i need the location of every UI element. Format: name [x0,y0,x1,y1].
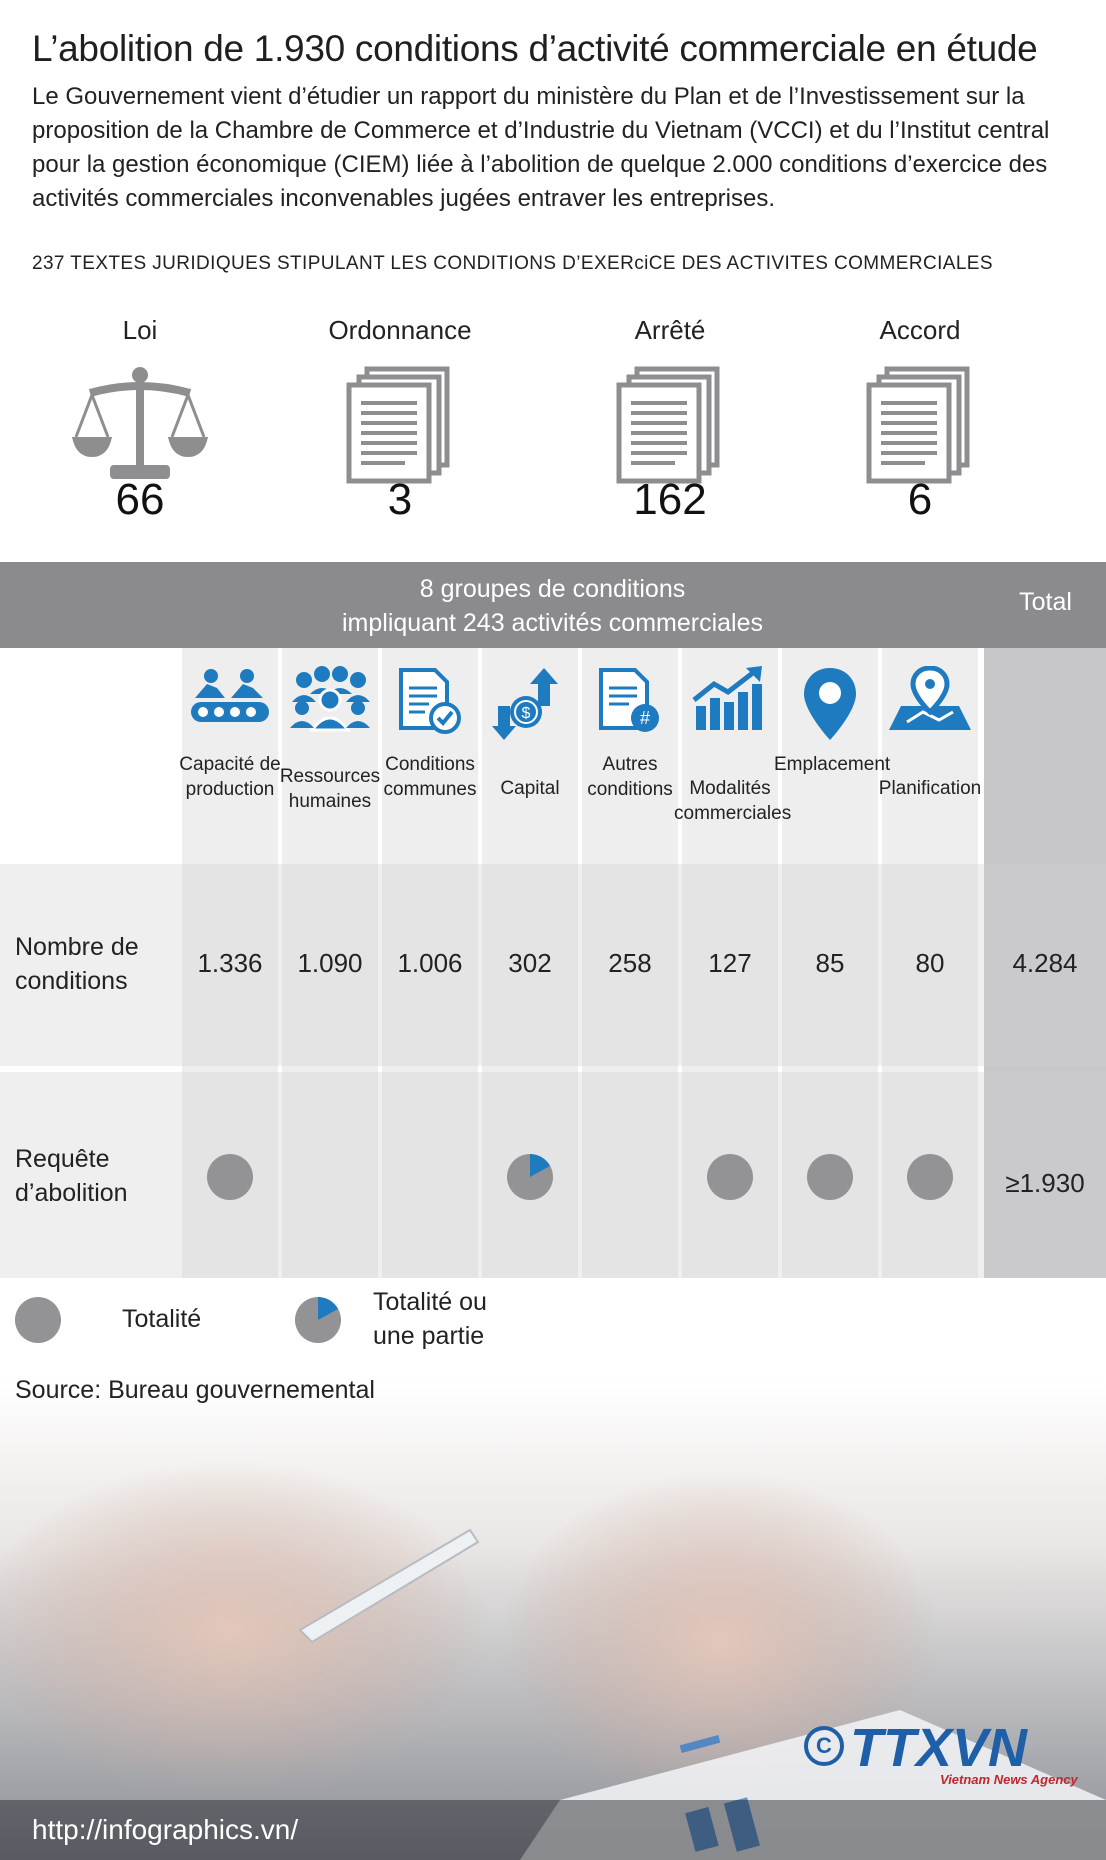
conveyor-icon [191,669,269,722]
abolition-full-dot [707,1154,753,1200]
row-label-line: Requête [15,1145,110,1173]
legend-line: une partie [373,1322,485,1350]
row-label-conditions: Nombre de conditions [15,930,139,998]
count-modalites: 127 [708,948,752,978]
legend-full-label: Totalité [122,1305,202,1333]
legal-text-count: 3 [387,475,413,524]
legal-text-label: Accord [879,315,961,345]
column-bg [582,648,678,1278]
abolition-full-dot [807,1154,853,1200]
legal-text-label: Ordonnance [328,315,472,345]
chart-up-icon [692,666,762,730]
row-label-line: conditions [15,967,128,995]
legend-partial-label: Totalité ou une partie [373,1285,487,1353]
legend-partial-dot [295,1297,341,1343]
table-header-bar [0,562,1106,648]
legal-text-arrete: Arrêté 162 [570,315,770,524]
category-label: Ressources humaines [279,766,381,812]
legal-text-count: 162 [633,475,707,524]
count-planification: 80 [915,948,945,978]
category-label: Planification [878,778,982,799]
count-total: 4.284 [1012,948,1078,978]
source-note: Source: Bureau gouvernemental [15,1376,375,1404]
total-column-bg [984,648,1106,1278]
legal-text-label: Arrêté [634,315,706,345]
table-header-groups: 8 groupes de conditions impliquant 243 a… [250,572,855,640]
column-bg [382,648,478,1278]
people-icon [290,666,370,732]
document-check-icon [399,668,461,734]
ttxvn-logo: C TTXVN Vietnam News Agency [800,1712,1090,1797]
background-photo [0,1380,1106,1860]
category-label: Autres conditions [587,754,673,800]
abolition-full-dot [207,1154,253,1200]
category-label: Emplacement [774,754,891,775]
svg-text:$: $ [522,705,531,722]
legal-text-count: 6 [907,475,933,524]
row-bg-conditions [0,864,1106,1066]
legend-full-dot [15,1297,61,1343]
header-line: 8 groupes de conditions [419,575,686,603]
map-location-icon [889,666,971,730]
scales-icon [72,367,208,479]
documents-icon [616,366,720,484]
count-capital: 302 [508,948,552,978]
count-emplacement: 85 [815,948,845,978]
abolition-partial-dot [507,1154,553,1200]
column-bg [282,648,378,1278]
count-capacite: 1.336 [197,948,263,978]
legal-text-ordonnance: Ordonnance 3 [300,315,500,524]
documents-icon [346,366,450,484]
row-label-line: Nombre de [15,933,139,961]
legal-text-loi: Loi 66 [40,315,240,524]
table-header-total: Total [1019,588,1072,616]
count-autres: 258 [608,948,652,978]
count-ressources: 1.090 [297,948,363,978]
legal-text-accord: Accord 6 [820,315,1020,524]
site-url[interactable]: http://infographics.vn/ [32,1814,299,1845]
section-subheading: 237 TEXTES JURIDIQUES STIPULANT LES COND… [32,253,993,274]
header-line: impliquant 243 activités commerciales [341,609,763,637]
category-label: Modalités commerciales [674,778,792,824]
documents-icon [866,366,970,484]
svg-text:C: C [816,1733,832,1758]
svg-text:#: # [640,708,650,728]
money-arrows-icon: $ [492,668,558,740]
logo-text: TTXVN [850,1718,1028,1778]
legal-text-label: Loi [122,315,158,345]
abolition-total: ≥1.930 [1005,1168,1085,1198]
abolition-full-dot [907,1154,953,1200]
category-label: Conditions communes [383,754,477,800]
count-conditions-communes: 1.006 [397,948,463,978]
row-label-line: d’abolition [15,1179,128,1207]
page-title: L’abolition de 1.930 conditions d’activi… [32,28,1038,69]
intro-paragraph: Le Gouvernement vient d’étudier un rappo… [32,83,1050,212]
category-label: Capital [500,778,560,799]
legal-text-count: 66 [115,475,165,524]
document-hash-icon: # [599,668,659,732]
legend-line: Totalité ou [373,1288,487,1316]
category-label: Capacité de production [179,754,281,800]
row-label-abolition: Requête d’abolition [15,1142,128,1210]
logo-subtitle: Vietnam News Agency [940,1772,1079,1787]
map-pin-icon [804,668,856,740]
